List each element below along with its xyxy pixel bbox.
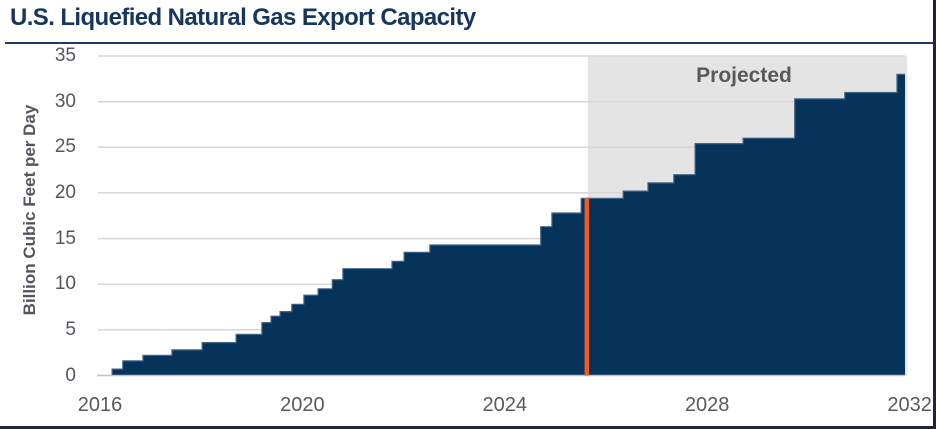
x-tick-label-2032: 2032: [887, 394, 932, 416]
y-tick-label-15: 15: [54, 227, 76, 249]
x-tick-label-2020: 2020: [280, 394, 325, 416]
page-bottom-border: [0, 426, 936, 429]
x-tick-label-2016: 2016: [77, 394, 123, 416]
y-tick-label-20: 20: [54, 181, 76, 203]
chart-title: U.S. Liquefied Natural Gas Export Capaci…: [10, 4, 476, 31]
y-tick-label-0: 0: [65, 364, 76, 386]
capacity-step-area: [112, 74, 906, 376]
y-tick-label-30: 30: [54, 90, 76, 112]
y-tick-label-10: 10: [54, 273, 76, 295]
y-tick-label-35: 35: [54, 45, 76, 66]
y-tick-label-25: 25: [54, 136, 76, 158]
page-right-border: [933, 0, 936, 429]
x-tick-label-2024: 2024: [482, 394, 528, 416]
y-tick-label-5: 5: [65, 318, 76, 340]
title-divider-rule: [5, 42, 933, 44]
capacity-step-edge: [111, 73, 905, 376]
x-tick-label-2028: 2028: [684, 394, 730, 416]
projected-region-label: Projected: [696, 64, 792, 87]
